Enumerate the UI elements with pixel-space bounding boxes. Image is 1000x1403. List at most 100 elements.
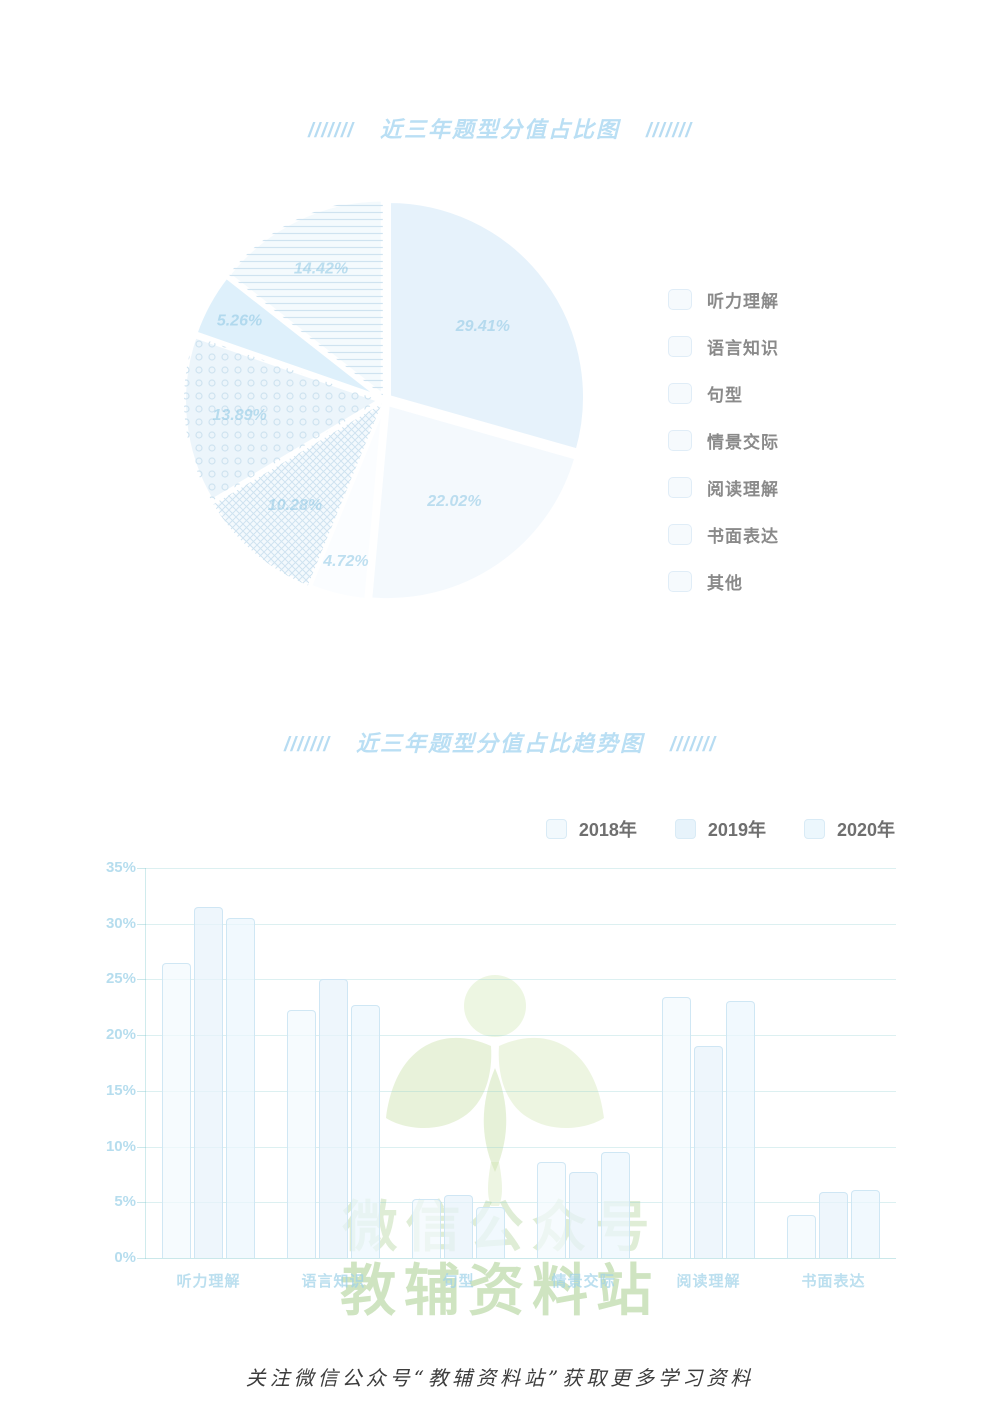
y-axis-label: 30% [105, 914, 136, 932]
pie-legend-label: 阅读理解 [707, 480, 779, 499]
pie-legend-item-writing: 书面表达 [668, 511, 779, 558]
bar-2018年-情景交际 [537, 1162, 566, 1258]
pie-title-text: 近三年题型分值占比图 [379, 117, 620, 142]
y-axis-tick [137, 1258, 146, 1259]
title-decoration-right: /////// [670, 734, 716, 756]
bar-2020年-听力理解 [226, 918, 255, 1258]
y-axis-tick [137, 979, 146, 981]
y-axis-label: 10% [105, 1137, 136, 1155]
y-axis-label: 5% [114, 1193, 136, 1211]
bar-chart-title: /////// 近三年题型分值占比趋势图 /////// [0, 726, 1000, 758]
bar-legend-item-2018: 2018年 [545, 816, 637, 842]
bar-2020年-语言知识 [351, 1005, 380, 1258]
bar-2018年-听力理解 [162, 962, 191, 1258]
bar-2019年-语言知识 [319, 979, 348, 1258]
gridline [146, 1090, 896, 1092]
y-axis-tick [137, 1146, 146, 1148]
y-axis-tick [137, 868, 146, 869]
pie-legend-label: 语言知识 [707, 339, 779, 358]
watermark-sprout-logo [386, 975, 604, 1206]
bar-2019年-阅读理解 [694, 1046, 723, 1258]
pie-slice-语言知识 [368, 402, 579, 603]
y-axis-tick [137, 1035, 146, 1037]
legend-swatch-icon [803, 819, 825, 839]
bar-2018年-语言知识 [287, 1009, 316, 1258]
legend-swatch-icon [668, 430, 692, 451]
legend-swatch-icon [668, 336, 692, 357]
x-axis-label: 句型 [442, 1273, 475, 1290]
bar-2019年-句型 [444, 1194, 473, 1258]
pie-slices: 29.41% 22.02% 4.72% 10.28% 13.89% 5.26% 14.42% [182, 197, 587, 603]
y-axis-label: 0% [114, 1249, 136, 1266]
pie-slice-value-label: 29.41% [455, 318, 510, 335]
pie-slice-pattern [228, 199, 383, 396]
y-axis-tick [137, 923, 146, 925]
legend-swatch-icon [668, 383, 692, 404]
bar-title-text: 近三年题型分值占比趋势图 [355, 731, 644, 756]
pie-chart-title: /////// 近三年题型分值占比图 /////// [0, 112, 1000, 144]
legend-swatch-icon [668, 571, 692, 592]
y-axis-tick [137, 1090, 146, 1092]
x-axis-label: 书面表达 [801, 1273, 866, 1290]
pie-slice-value-label: 5.26% [217, 313, 262, 330]
bar-legend-label: 2018年 [578, 820, 637, 840]
y-axis-label: 35% [105, 859, 136, 876]
bar-2019年-书面表达 [819, 1192, 848, 1258]
bar-2018年-书面表达 [787, 1214, 816, 1258]
legend-swatch-icon [674, 819, 696, 839]
x-axis-label: 听力理解 [176, 1273, 241, 1290]
pie-legend-item-other: 其他 [668, 558, 779, 605]
pie-slice-pattern [213, 403, 382, 586]
bar-2020年-阅读理解 [726, 1000, 755, 1258]
bar-legend-label: 2020年 [836, 820, 895, 840]
gridline [146, 868, 896, 869]
bar-legend-item-2019: 2019年 [674, 816, 766, 842]
bar-2018年-阅读理解 [662, 997, 691, 1258]
pie-legend-label: 听力理解 [707, 292, 779, 311]
pie-slice-value-label: 4.72% [322, 553, 368, 570]
pie-legend-item-language: 语言知识 [668, 323, 779, 370]
x-axis-label: 情景交际 [551, 1273, 616, 1290]
gridline [146, 1146, 896, 1148]
pie-legend-label: 情景交际 [707, 433, 779, 452]
pie-slice-书面表达 [193, 274, 383, 400]
gridline [146, 1202, 896, 1204]
x-axis-label: 阅读理解 [676, 1273, 741, 1290]
legend-swatch-icon [668, 524, 692, 545]
gridline [146, 1035, 896, 1037]
legend-swatch-icon [545, 819, 567, 839]
pie-chart: 29.41% 22.02% 4.72% 10.28% 13.89% 5.26% 14.42% [182, 197, 587, 603]
bar-chart-plot: 35% 30% 25% 20% 15% 10% 5% 0% 听力理解 语言知识 句型 情景交际 阅读理解… [106, 859, 896, 1290]
x-axis-label: 语言知识 [301, 1273, 366, 1290]
pie-slice-value-label: 22.02% [426, 493, 481, 510]
y-axis-label: 25% [105, 970, 136, 988]
pie-legend-label: 其他 [707, 574, 743, 593]
pie-legend-label: 书面表达 [707, 527, 779, 546]
bar-2019年-听力理解 [194, 907, 223, 1258]
bar-legend-item-2020: 2020年 [803, 816, 895, 842]
y-axis-label: 15% [105, 1081, 136, 1099]
pie-slice-pattern [184, 336, 381, 502]
watermark-text-line2: 教辅资料站 [340, 1259, 660, 1324]
legend-swatch-icon [668, 289, 692, 310]
bar-2020年-句型 [476, 1206, 505, 1258]
title-decoration-left: /////// [284, 734, 330, 756]
pie-slice-value-label: 14.42% [294, 261, 348, 278]
bar-2019年-情景交际 [569, 1172, 598, 1258]
title-decoration-right: /////// [646, 120, 692, 142]
gridline [146, 923, 896, 925]
title-decoration-left: /////// [308, 120, 354, 142]
pie-legend-item-listening: 听力理解 [668, 276, 779, 323]
bar-2020年-情景交际 [601, 1152, 630, 1258]
pie-legend-item-reading: 阅读理解 [668, 464, 779, 511]
gridline [146, 979, 896, 981]
pie-legend-item-situational: 情景交际 [668, 417, 779, 464]
bar-legend-label: 2019年 [707, 820, 766, 840]
pie-slice-听力理解 [386, 198, 587, 453]
footer-note: 关注微信公众号“教辅资料站”获取更多学习资料 [245, 1366, 755, 1390]
pie-slice-value-label: 10.28% [268, 497, 322, 514]
pie-legend: 听力理解 语言知识 句型 情景交际 阅读理解 书面表达 其他 [668, 276, 779, 605]
pie-slice-句型 [307, 402, 386, 603]
bar-2018年-句型 [412, 1198, 441, 1258]
